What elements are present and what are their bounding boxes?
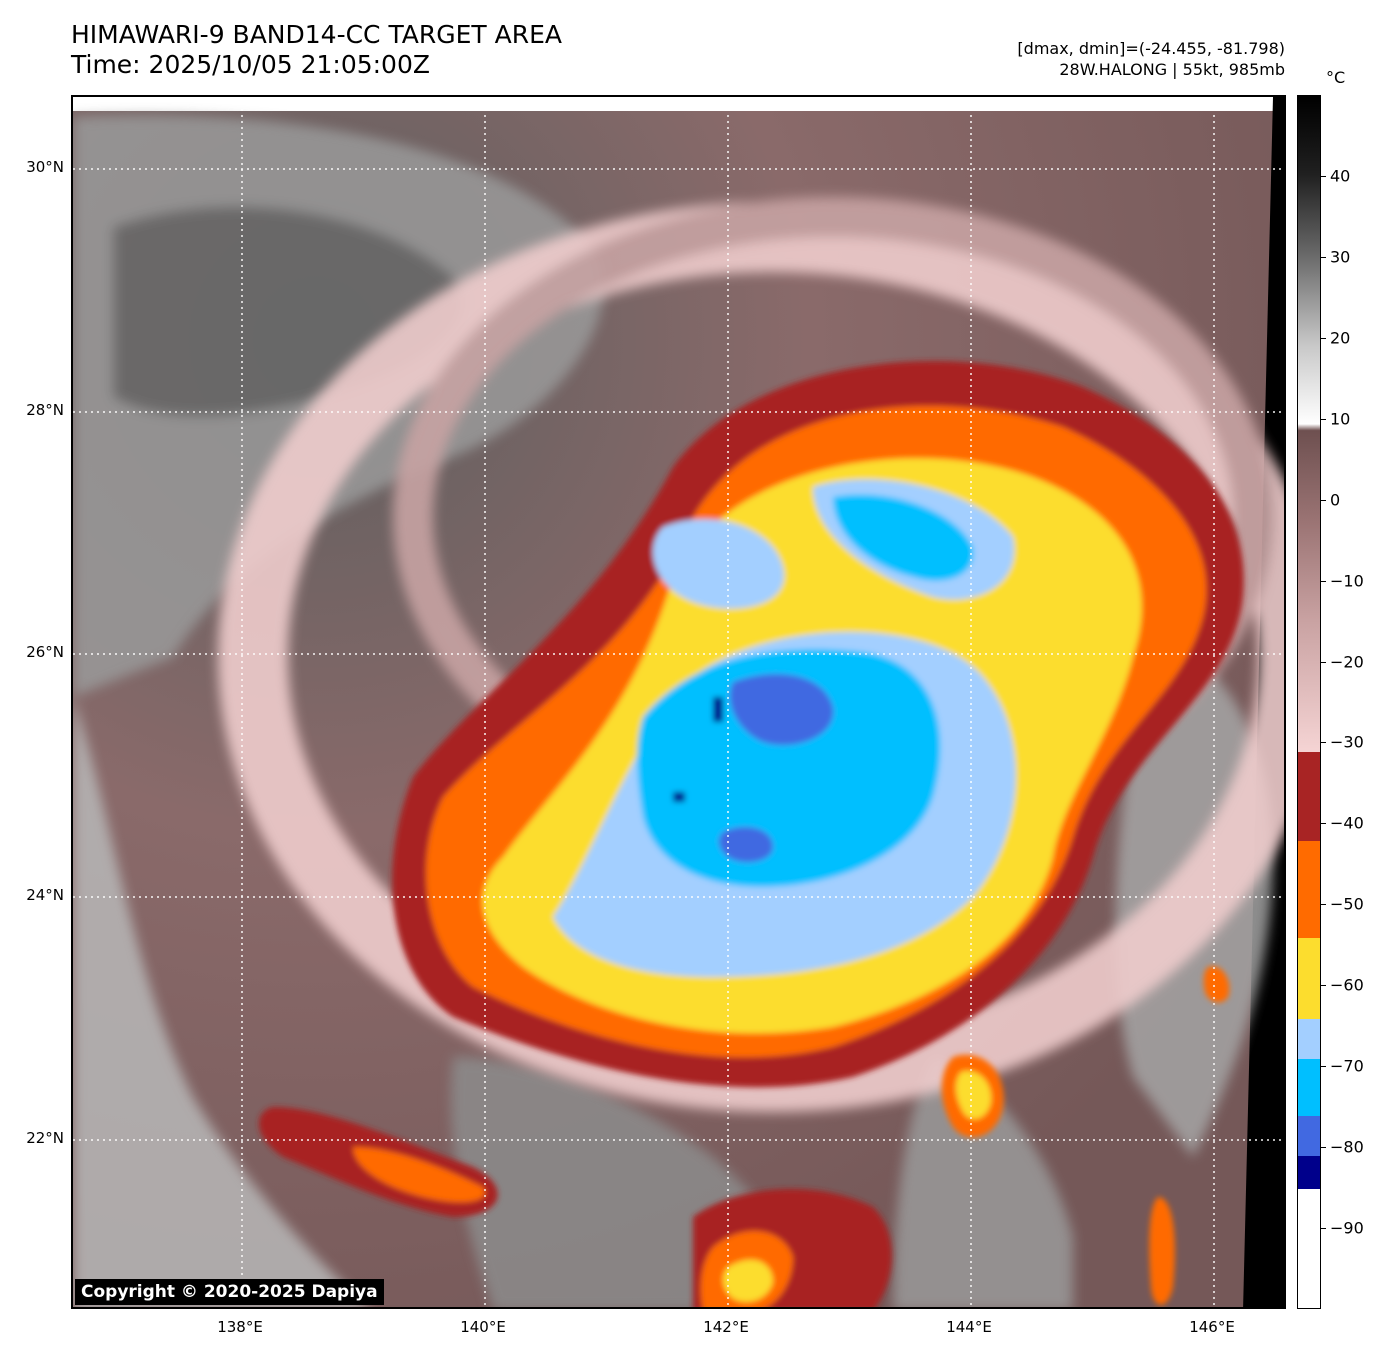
colorbar-tick-label: −80 [1330, 1137, 1364, 1157]
colorbar-tick-mark [1321, 904, 1326, 906]
colorbar-tick-mark [1321, 823, 1326, 825]
colorbar-tick-mark [1321, 256, 1326, 258]
lon-label: 142°E [703, 1318, 749, 1336]
lon-label: 144°E [946, 1318, 992, 1336]
colorbar-tick-mark [1321, 580, 1326, 582]
colorbar-tick-label: −70 [1330, 1056, 1364, 1076]
colorbar-tick-mark [1321, 1147, 1326, 1149]
colorbar-tick-label: 20 [1330, 328, 1351, 348]
colorbar-tick-label: −40 [1330, 813, 1364, 833]
colorbar [1297, 95, 1321, 1309]
title-line-2: Time: 2025/10/05 21:05:00Z [71, 50, 430, 79]
colorbar-tick-label: −90 [1330, 1218, 1364, 1238]
title-line-1: HIMAWARI-9 BAND14-CC TARGET AREA [71, 20, 563, 49]
lat-label: 30°N [26, 158, 64, 176]
colorbar-tick-label: 0 [1330, 490, 1341, 510]
storm-info: [dmax, dmin]=(-24.455, -81.798) 28W.HALO… [1017, 38, 1285, 80]
colorbar-tick-mark [1321, 661, 1326, 663]
info-storm: 28W.HALONG | 55kt, 985mb [1059, 60, 1285, 79]
colorbar-tick-mark [1321, 175, 1326, 177]
colorbar-band [1298, 1115, 1320, 1157]
colorbar-band [1298, 1018, 1320, 1060]
colorbar-tick-label: 30 [1330, 247, 1351, 267]
lat-label: 22°N [26, 1129, 64, 1147]
colorbar-tick-mark [1321, 499, 1326, 501]
colorbar-tick-mark [1321, 337, 1326, 339]
colorbar-tick-label: 10 [1330, 409, 1351, 429]
colorbar-tick-label: −50 [1330, 894, 1364, 914]
colorbar-band [1298, 1059, 1320, 1116]
colorbar-band [1298, 1156, 1320, 1189]
lat-label: 24°N [26, 886, 64, 904]
satellite-map: Copyright © 2020-2025 Dapiya [71, 95, 1286, 1309]
lat-label: 26°N [26, 643, 64, 661]
lon-label: 140°E [460, 1318, 506, 1336]
colorbar-tick-label: −20 [1330, 652, 1364, 672]
copyright-notice: Copyright © 2020-2025 Dapiya [75, 1279, 384, 1305]
colorbar-band [1298, 937, 1320, 1019]
lon-label: 138°E [217, 1318, 263, 1336]
colorbar-band [1298, 751, 1320, 841]
info-range: [dmax, dmin]=(-24.455, -81.798) [1017, 39, 1285, 58]
colorbar-tick-label: −60 [1330, 975, 1364, 995]
colorbar-band [1298, 1188, 1320, 1308]
colorbar-band [1298, 840, 1320, 938]
colorbar-tick-mark [1321, 418, 1326, 420]
chart-title: HIMAWARI-9 BAND14-CC TARGET AREA Time: 2… [71, 20, 562, 80]
colorbar-tick-label: −30 [1330, 732, 1364, 752]
colorbar-tick-mark [1321, 742, 1326, 744]
colorbar-tick-label: −10 [1330, 571, 1364, 591]
colorbar-ramp [1298, 96, 1320, 752]
lon-label: 146°E [1189, 1318, 1235, 1336]
colorbar-unit: °C [1326, 68, 1346, 87]
colorbar-tick-mark [1321, 985, 1326, 987]
lat-label: 28°N [26, 401, 64, 419]
colorbar-tick-label: 40 [1330, 166, 1351, 186]
colorbar-tick-mark [1321, 1228, 1326, 1230]
ir-image [73, 97, 1284, 1307]
colorbar-tick-mark [1321, 1066, 1326, 1068]
